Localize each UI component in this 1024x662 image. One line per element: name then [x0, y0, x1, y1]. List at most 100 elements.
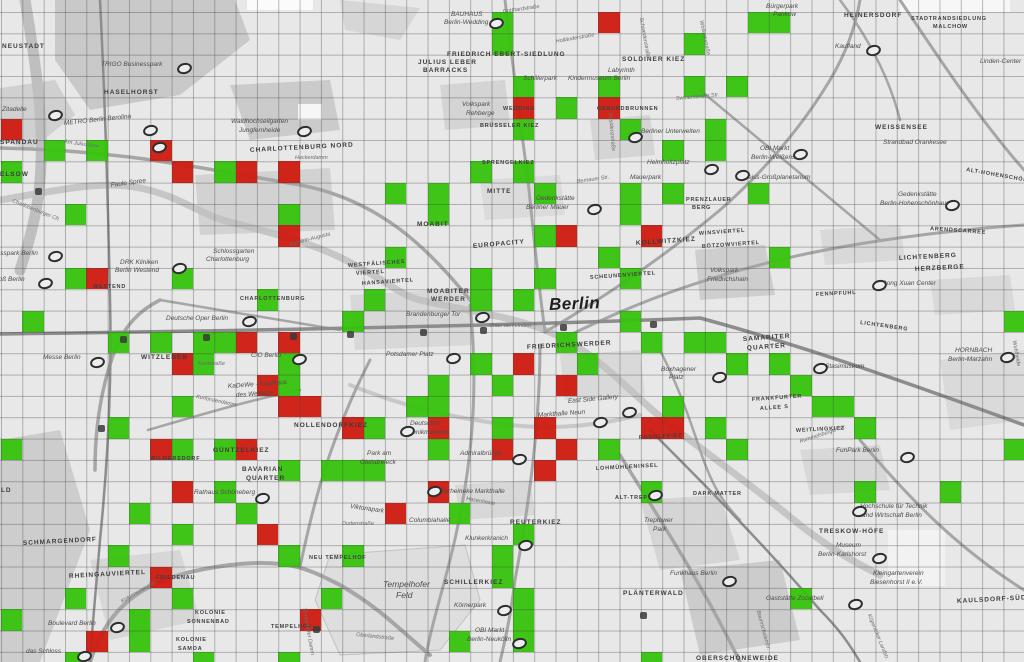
grid-cell-31-19[interactable] [662, 417, 684, 439]
grid-cell-11-20[interactable] [235, 438, 258, 460]
grid-cell-15-21[interactable] [320, 459, 343, 482]
grid-cell-34-3[interactable] [726, 75, 748, 98]
grid-cell-3-27[interactable] [64, 587, 87, 610]
grid-cell-13-21[interactable] [278, 459, 300, 482]
grid-cell-13-7[interactable] [278, 161, 300, 183]
grid-cell-26-15[interactable] [555, 331, 577, 354]
grid-cell-4-12[interactable] [86, 267, 108, 290]
grid-cell-24-3[interactable] [512, 75, 535, 98]
grid-cell-13-30[interactable] [278, 651, 300, 662]
grid-cell-20-17[interactable] [427, 374, 449, 396]
grid-cell-22-16[interactable] [470, 353, 492, 375]
grid-cell-20-20[interactable] [427, 438, 449, 460]
grid-cell-30-19[interactable] [640, 417, 663, 439]
grid-cell-38-18[interactable] [811, 395, 833, 418]
grid-cell-35-8[interactable] [747, 182, 769, 205]
grid-cell-13-17[interactable] [278, 374, 300, 396]
grid-cell-33-6[interactable] [704, 139, 727, 162]
grid-cell-16-25[interactable] [342, 545, 364, 567]
grid-cell-28-0[interactable] [598, 12, 620, 34]
grid-cell-33-15[interactable] [704, 331, 727, 354]
grid-cell-26-17[interactable] [555, 374, 577, 396]
grid-cell-25-19[interactable] [534, 417, 556, 439]
grid-cell-20-19[interactable] [427, 417, 449, 439]
grid-cell-25-12[interactable] [534, 267, 556, 290]
grid-cell-29-8[interactable] [619, 182, 641, 205]
grid-cell-24-7[interactable] [512, 161, 535, 183]
grid-cell-29-9[interactable] [619, 203, 641, 226]
grid-cell-28-3[interactable] [598, 75, 620, 98]
grid-cell-28-4[interactable] [598, 97, 620, 119]
grid-cell-24-13[interactable] [512, 289, 535, 311]
grid-cell-7-26[interactable] [150, 566, 172, 588]
grid-cell-27-16[interactable] [576, 353, 599, 375]
grid-cell-24-16[interactable] [512, 353, 535, 375]
grid-cell-20-9[interactable] [427, 203, 449, 226]
grid-cell-17-13[interactable] [363, 289, 385, 311]
grid-cell-7-20[interactable] [150, 438, 172, 460]
grid-cell-30-10[interactable] [640, 225, 663, 247]
grid-cell-4-29[interactable] [86, 630, 108, 652]
grid-cell-22-7[interactable] [470, 161, 492, 183]
grid-cell-39-18[interactable] [832, 395, 855, 418]
grid-cell-8-24[interactable] [171, 523, 194, 546]
grid-cell-8-20[interactable] [171, 438, 194, 460]
grid-cell-31-18[interactable] [662, 395, 684, 418]
grid-cell-44-22[interactable] [939, 481, 961, 503]
grid-cell-10-7[interactable] [214, 161, 236, 183]
grid-cell-29-14[interactable] [619, 310, 641, 332]
grid-cell-13-9[interactable] [278, 203, 300, 226]
grid-cell-23-17[interactable] [491, 374, 513, 396]
grid-cell-40-19[interactable] [854, 417, 876, 439]
grid-cell-22-12[interactable] [470, 267, 492, 290]
grid-cell-18-11[interactable] [384, 246, 407, 269]
grid-cell-6-23[interactable] [128, 502, 151, 524]
grid-cell-22-13[interactable] [470, 289, 492, 311]
grid-cell-31-6[interactable] [662, 139, 684, 162]
grid-cell-10-15[interactable] [214, 331, 236, 354]
grid-cell-21-29[interactable] [448, 630, 471, 652]
grid-cell-37-27[interactable] [790, 587, 812, 610]
grid-cell-20-8[interactable] [427, 182, 449, 205]
grid-cell-16-14[interactable] [342, 310, 364, 332]
grid-cell-30-30[interactable] [640, 651, 663, 662]
grid-cell-21-23[interactable] [448, 502, 471, 524]
grid-cell-4-6[interactable] [86, 139, 108, 162]
grid-cell-9-30[interactable] [192, 651, 215, 662]
grid-cell-9-16[interactable] [192, 353, 215, 375]
grid-cell-5-25[interactable] [107, 545, 130, 567]
grid-cell-18-23[interactable] [384, 502, 407, 524]
grid-cell-7-15[interactable] [150, 331, 172, 354]
grid-cell-33-5[interactable] [704, 118, 727, 141]
grid-cell-19-18[interactable] [406, 395, 428, 418]
grid-cell-23-1[interactable] [491, 33, 513, 55]
grid-cell-24-27[interactable] [512, 587, 535, 610]
grid-cell-2-6[interactable] [43, 139, 66, 162]
grid-cell-34-20[interactable] [726, 438, 748, 460]
grid-cell-24-4[interactable] [512, 97, 535, 119]
grid-cell-17-21[interactable] [363, 459, 385, 482]
grid-cell-40-22[interactable] [854, 481, 876, 503]
grid-cell-32-3[interactable] [683, 75, 705, 98]
grid-cell-14-28[interactable] [299, 609, 321, 631]
grid-cell-30-15[interactable] [640, 331, 663, 354]
grid-cell-25-21[interactable] [534, 459, 556, 482]
grid-cell-6-29[interactable] [128, 630, 151, 652]
grid-cell-8-18[interactable] [171, 395, 194, 418]
grid-cell-6-28[interactable] [128, 609, 151, 631]
grid-cell-25-8[interactable] [534, 182, 556, 205]
grid-cell-13-25[interactable] [278, 545, 300, 567]
grid-cell-8-22[interactable] [171, 481, 194, 503]
grid-cell-11-23[interactable] [235, 502, 258, 524]
grid-cell-15-27[interactable] [320, 587, 343, 610]
grid-cell-34-16[interactable] [726, 353, 748, 375]
grid-cell-17-19[interactable] [363, 417, 385, 439]
grid-cell-32-1[interactable] [683, 33, 705, 55]
grid-cell-12-17[interactable] [256, 374, 279, 396]
grid-cell-35-0[interactable] [747, 12, 769, 34]
grid-cell-3-30[interactable] [64, 651, 87, 662]
grid-cell-29-12[interactable] [619, 267, 641, 290]
grid-cell-28-20[interactable] [598, 438, 620, 460]
grid-cell-8-27[interactable] [171, 587, 194, 610]
